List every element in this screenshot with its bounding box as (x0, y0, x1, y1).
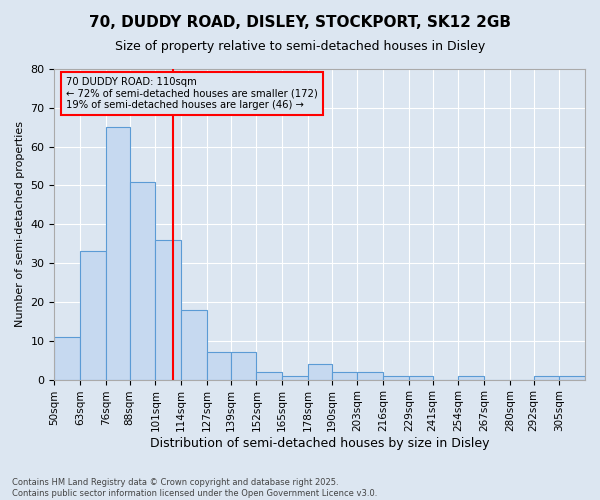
X-axis label: Distribution of semi-detached houses by size in Disley: Distribution of semi-detached houses by … (150, 437, 490, 450)
Bar (256, 372, 282, 380)
Bar (308, 364, 332, 380)
Bar (533, 376, 559, 380)
Bar (55, 337, 80, 380)
Bar (282, 376, 308, 380)
Y-axis label: Number of semi-detached properties: Number of semi-detached properties (15, 122, 25, 328)
Bar (332, 372, 358, 380)
Text: 70 DUDDY ROAD: 110sqm
← 72% of semi-detached houses are smaller (172)
19% of sem: 70 DUDDY ROAD: 110sqm ← 72% of semi-deta… (66, 77, 318, 110)
Bar (458, 376, 484, 380)
Bar (383, 376, 409, 380)
Bar (155, 240, 181, 380)
Bar (130, 182, 155, 380)
Bar (409, 376, 433, 380)
Text: Contains HM Land Registry data © Crown copyright and database right 2025.
Contai: Contains HM Land Registry data © Crown c… (12, 478, 377, 498)
Bar (358, 372, 383, 380)
Bar (80, 252, 106, 380)
Text: 70, DUDDY ROAD, DISLEY, STOCKPORT, SK12 2GB: 70, DUDDY ROAD, DISLEY, STOCKPORT, SK12 … (89, 15, 511, 30)
Text: Size of property relative to semi-detached houses in Disley: Size of property relative to semi-detach… (115, 40, 485, 53)
Bar (230, 352, 256, 380)
Bar (106, 127, 130, 380)
Bar (559, 376, 585, 380)
Bar (207, 352, 230, 380)
Bar (181, 310, 207, 380)
